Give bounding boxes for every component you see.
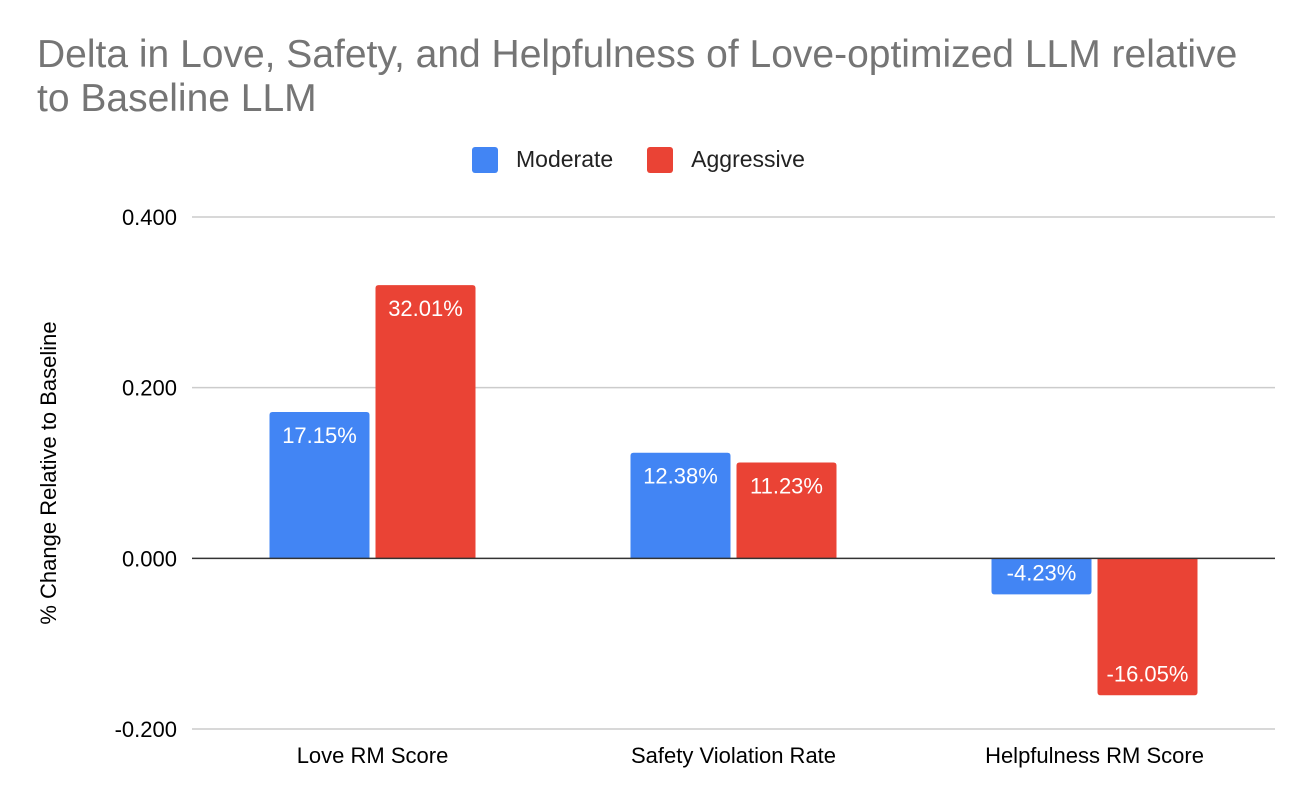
data-label: 17.15% (282, 423, 357, 448)
bar-moderate-2 (991, 558, 1092, 595)
legend-label-moderate: Moderate (516, 146, 614, 172)
chart-title: Delta in Love, Safety, and Helpfulness o… (37, 33, 1238, 120)
bars (269, 285, 1198, 696)
y-tick-label: 0.200 (122, 376, 177, 401)
y-tick-label: 0.000 (122, 546, 177, 571)
bar-aggressive-2 (1097, 558, 1198, 696)
data-label: -4.23% (1007, 560, 1077, 585)
bar-aggressive-0 (375, 285, 476, 559)
legend-label-aggressive: Aggressive (691, 146, 805, 172)
legend-swatch-aggressive (647, 146, 674, 173)
bar-aggressive-1 (736, 462, 837, 559)
labels: 0.400 0.200 0.000 -0.200 17.15% 32.01% Love RM… (36, 205, 1204, 768)
chart-legend: Moderate Aggressive (472, 146, 839, 173)
x-tick-label: Safety Violation Rate (631, 743, 836, 768)
legend-item-moderate: Moderate (472, 146, 613, 173)
legend-swatch-moderate (472, 146, 498, 173)
data-label: 11.23% (750, 474, 823, 499)
data-label: -16.05% (1107, 661, 1189, 686)
legend-item-aggressive: Aggressive (647, 146, 805, 173)
x-tick-label: Love RM Score (297, 743, 449, 768)
y-axis-title: % Change Relative to Baseline (36, 321, 61, 624)
gridlines (192, 216, 1275, 730)
data-label: 12.38% (643, 464, 718, 489)
y-tick-label: -0.200 (115, 717, 177, 742)
data-label: 32.01% (388, 296, 463, 321)
y-tick-label: 0.400 (122, 205, 177, 230)
x-tick-label: Helpfulness RM Score (985, 743, 1204, 768)
bar-moderate-0 (269, 411, 370, 559)
bar-moderate-1 (630, 452, 731, 559)
